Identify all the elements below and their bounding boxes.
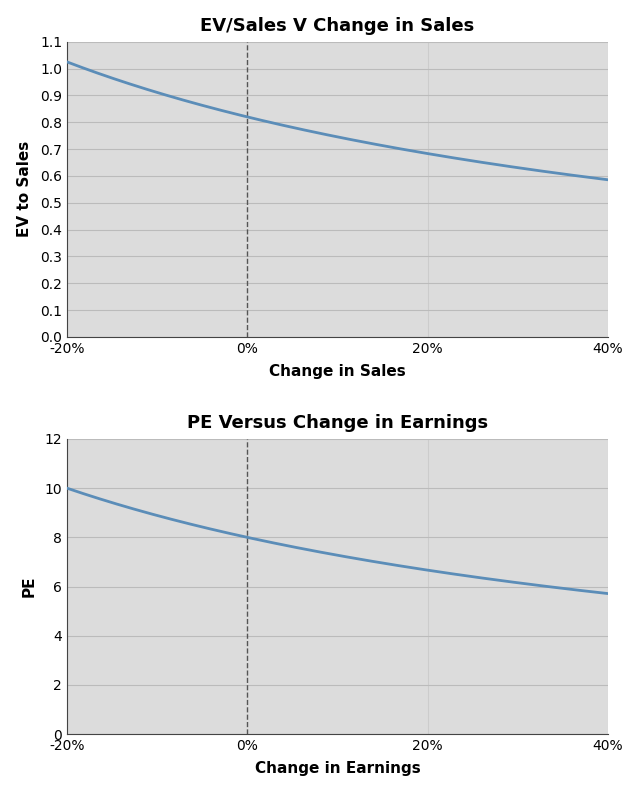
Y-axis label: PE: PE <box>21 576 36 597</box>
Title: PE Versus Change in Earnings: PE Versus Change in Earnings <box>187 414 488 432</box>
Y-axis label: EV to Sales: EV to Sales <box>17 141 31 237</box>
X-axis label: Change in Earnings: Change in Earnings <box>255 761 420 776</box>
Title: EV/Sales V Change in Sales: EV/Sales V Change in Sales <box>200 17 475 35</box>
X-axis label: Change in Sales: Change in Sales <box>269 364 406 379</box>
